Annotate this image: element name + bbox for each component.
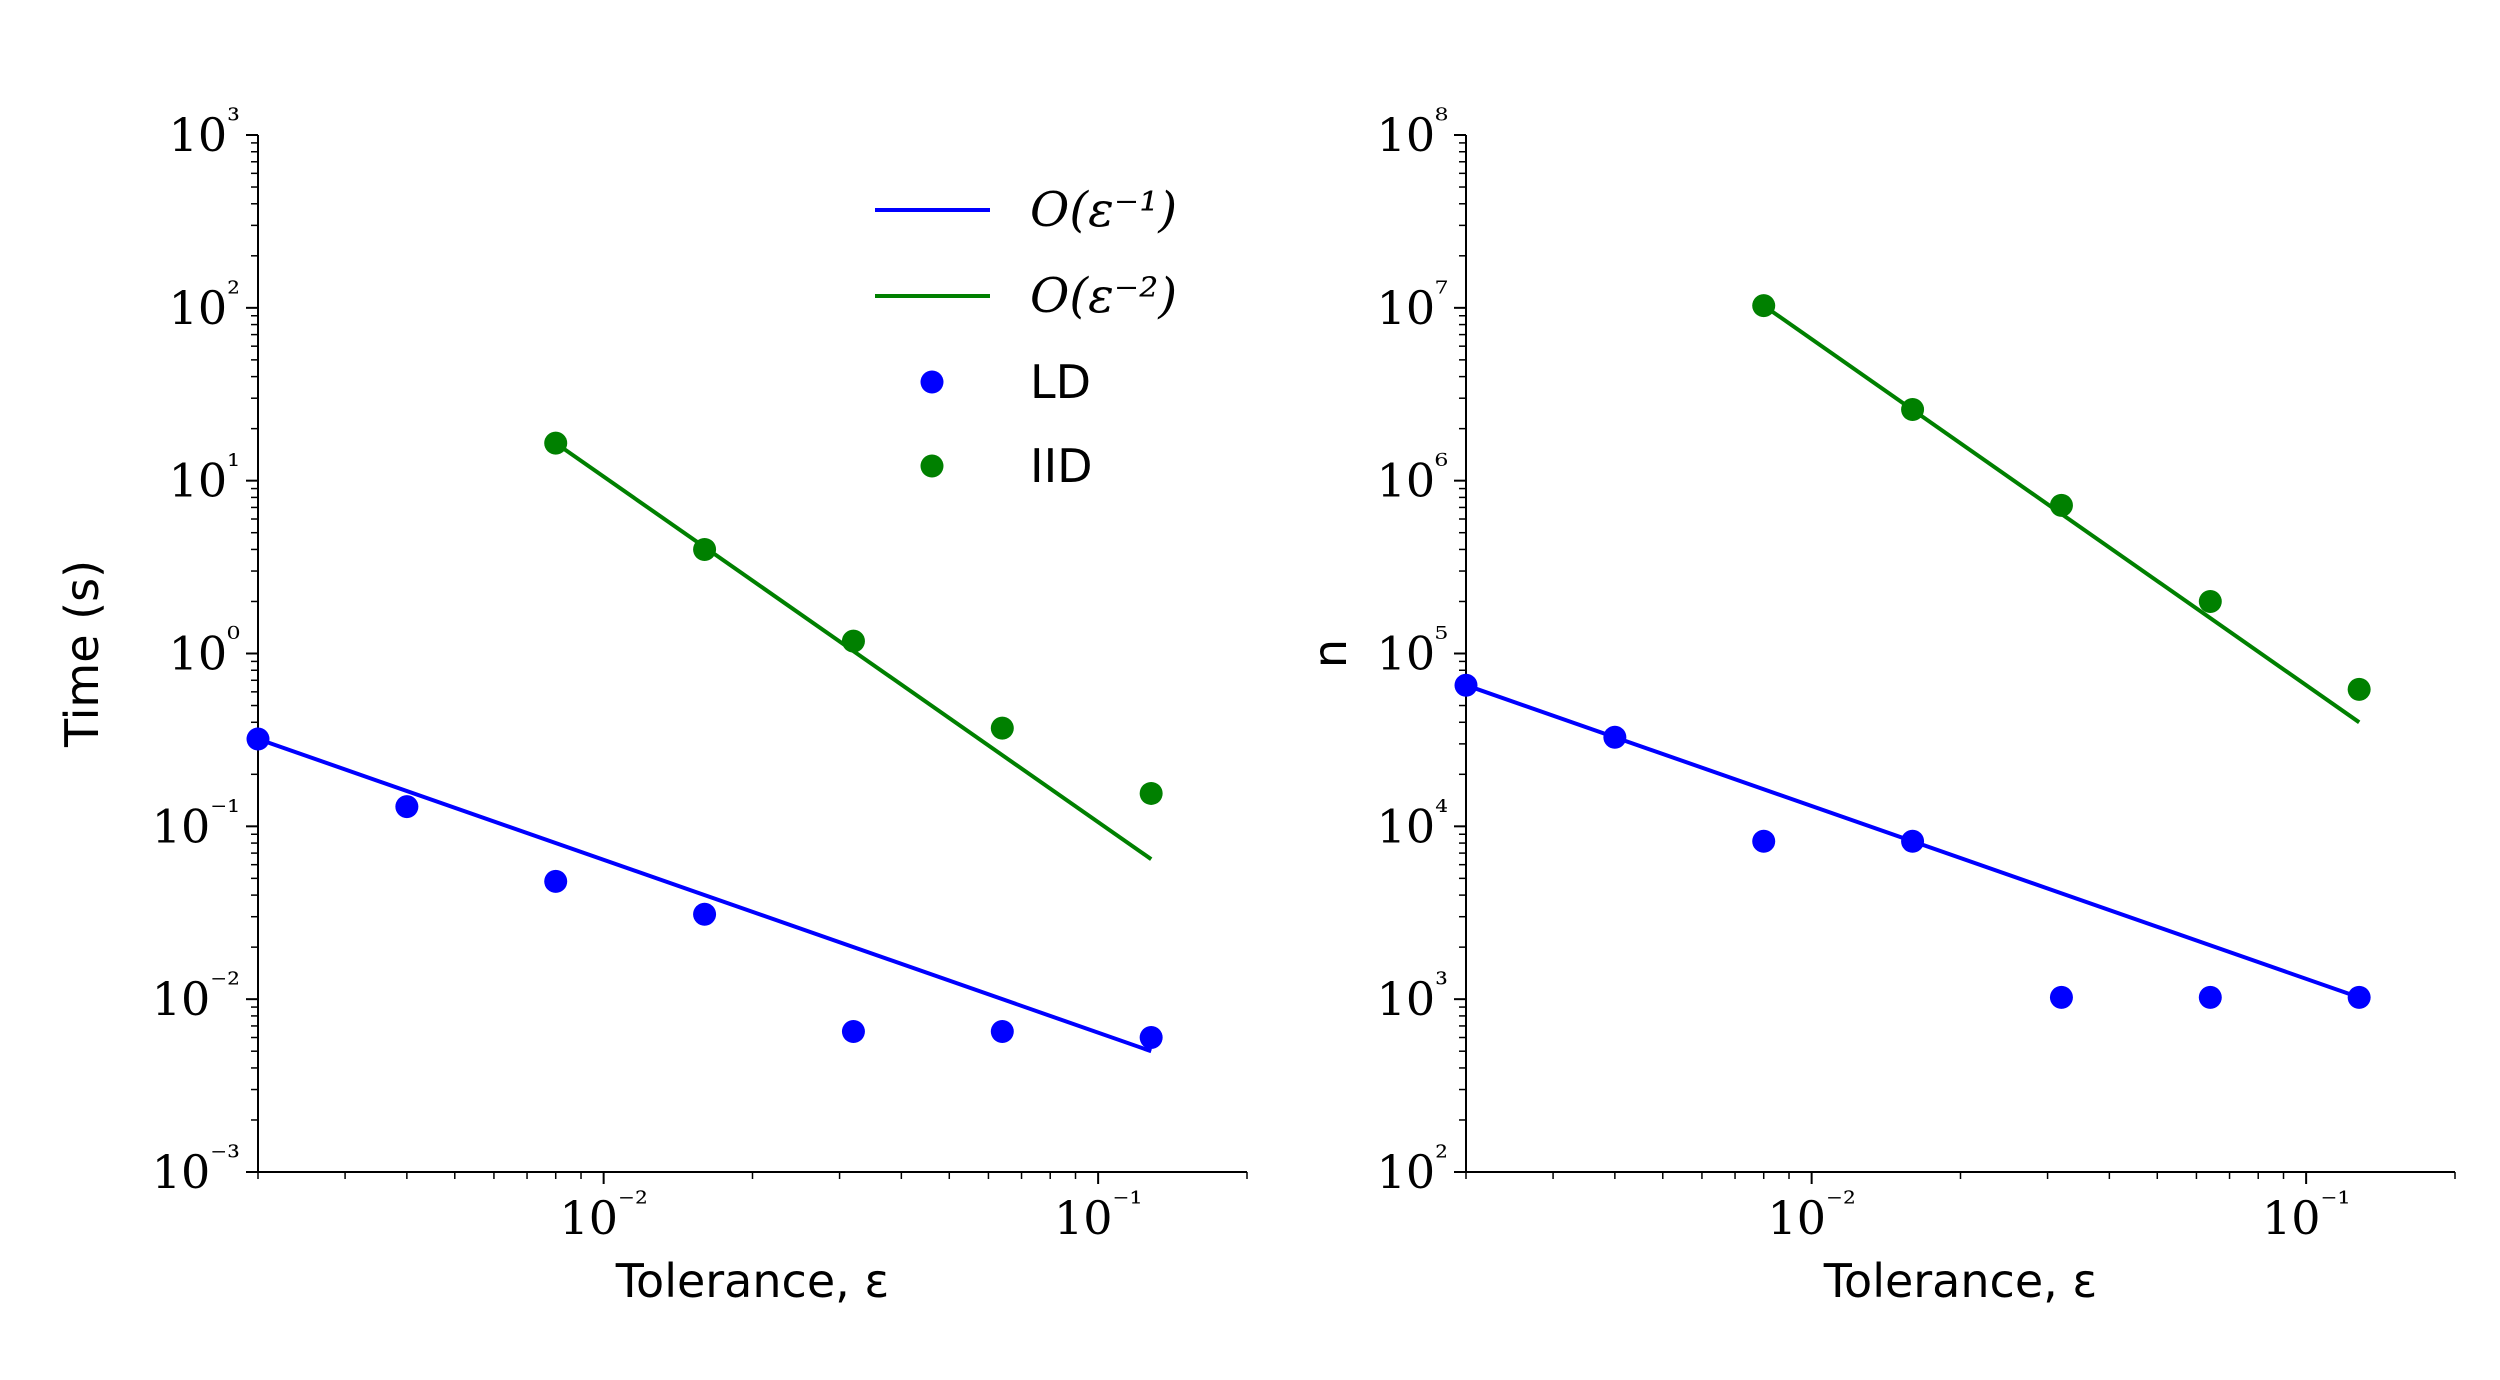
x-tick-label: 10⁻¹ (2262, 1184, 2350, 1245)
chart-panel-1: 10⁻² 10⁻¹ 10⁻³ 10⁻² 10⁻¹ 10⁰ 10¹ 10² 10³ Toleranc… (55, 101, 1248, 1308)
data-point-ld (2049, 985, 2073, 1009)
y-tick-label: 10⁰ (169, 620, 240, 681)
legend-marker-swatch (920, 454, 944, 478)
legend-label: O(ε⁻¹) (1030, 182, 1177, 238)
data-point-iid (1901, 398, 1925, 422)
data-point-ld (1454, 673, 1478, 697)
y-tick-label: 10⁴ (1377, 792, 1448, 853)
data-point-iid (2347, 677, 2371, 701)
y-tick-label: 10⁸ (1377, 101, 1448, 162)
data-point-ld (1752, 829, 1776, 853)
y-tick-label: 10⁻³ (152, 1138, 240, 1199)
y-tick-label: 10³ (1377, 965, 1448, 1026)
legend-marker-swatch (920, 370, 944, 394)
x-axis-label: Tolerance, ε (615, 1254, 889, 1308)
legend-label: O(ε⁻²) (1030, 268, 1177, 324)
data-point-ld (544, 869, 568, 893)
data-point-iid (544, 431, 568, 455)
data-point-iid (693, 537, 717, 561)
legend-label: IID (1030, 439, 1093, 493)
y-tick-label: 10⁶ (1377, 447, 1448, 508)
data-point-iid (990, 716, 1014, 740)
x-axis-label: Tolerance, ε (1823, 1254, 2097, 1308)
data-point-iid (2198, 589, 2222, 613)
data-point-iid (2049, 493, 2073, 517)
y-tick-label: 10⁻² (152, 965, 240, 1026)
y-axis-label: Time (s) (55, 560, 109, 748)
y-axis-label: n (1303, 639, 1357, 668)
data-point-ld (1139, 1026, 1163, 1050)
data-point-ld (2198, 985, 2222, 1009)
series-line-order-eps-1 (257, 737, 1152, 1054)
x-tick-label: 10⁻² (1768, 1184, 1856, 1245)
data-point-iid (1139, 781, 1163, 805)
data-point-ld (990, 1020, 1014, 1044)
data-point-ld (841, 1020, 865, 1044)
x-tick-label: 10⁻² (560, 1184, 648, 1245)
data-point-ld (2347, 985, 2371, 1009)
data-point-ld (395, 795, 419, 819)
plot-area (257, 441, 1153, 1054)
data-point-iid (841, 629, 865, 653)
legend-label: LD (1030, 355, 1091, 409)
data-point-iid (1752, 294, 1776, 318)
y-tick-label: 10⁻¹ (152, 792, 240, 853)
data-point-ld (693, 902, 717, 926)
y-tick-label: 10¹ (169, 447, 240, 508)
chart-panel-2: 10⁻² 10⁻¹ 10² 10³ 10⁴ 10⁵ 10⁶ 10⁷ 10⁸ Tolerance, … (1303, 101, 2456, 1308)
y-tick-label: 10⁵ (1377, 620, 1448, 681)
data-point-ld (246, 727, 270, 751)
y-tick-label: 10² (169, 274, 240, 335)
data-point-ld (1603, 725, 1627, 749)
x-tick-label: 10⁻¹ (1054, 1184, 1142, 1245)
y-tick-label: 10³ (169, 101, 240, 162)
legend: O(ε⁻¹) O(ε⁻²) LD IID (875, 182, 1177, 493)
data-point-ld (1901, 829, 1925, 853)
y-tick-label: 10⁷ (1377, 274, 1448, 335)
y-tick-label: 10² (1377, 1138, 1448, 1199)
